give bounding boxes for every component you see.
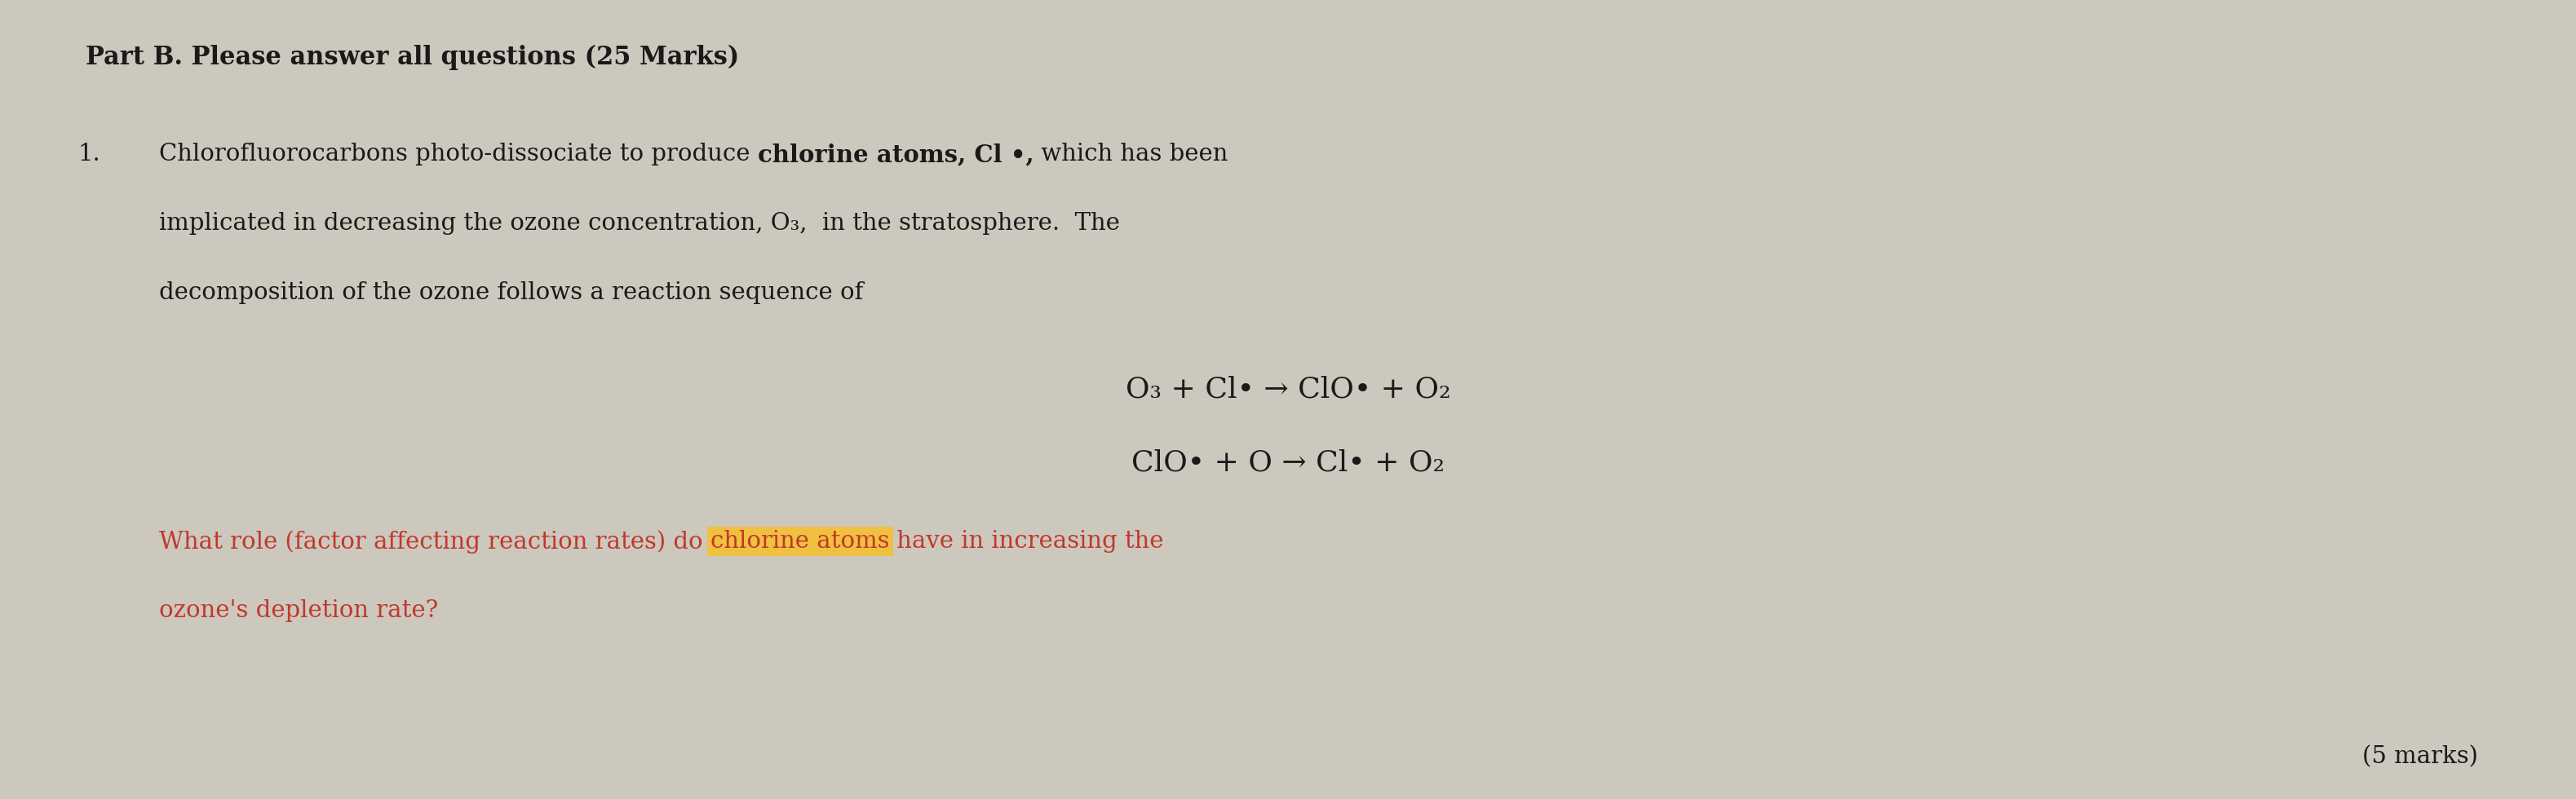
Text: which has been: which has been [1033, 143, 1229, 165]
Text: implicated in decreasing the ozone concentration, O₃,  in the stratosphere.  The: implicated in decreasing the ozone conce… [160, 212, 1121, 235]
Text: decomposition of the ozone follows a reaction sequence of: decomposition of the ozone follows a rea… [160, 281, 863, 304]
Text: ClO• + O → Cl• + O₂: ClO• + O → Cl• + O₂ [1131, 448, 1445, 476]
Text: have in increasing the: have in increasing the [889, 530, 1164, 553]
Text: chlorine atoms, Cl •,: chlorine atoms, Cl •, [757, 143, 1033, 166]
Text: Chlorofluorocarbons photo-dissociate to produce: Chlorofluorocarbons photo-dissociate to … [160, 143, 757, 165]
Text: What role (factor affecting reaction rates) do: What role (factor affecting reaction rat… [160, 530, 711, 554]
Text: Part B. Please answer all questions (25 Marks): Part B. Please answer all questions (25 … [85, 45, 739, 70]
Text: ozone's depletion rate?: ozone's depletion rate? [160, 599, 438, 622]
Text: 1.: 1. [77, 143, 100, 165]
Text: (5 marks): (5 marks) [2362, 745, 2478, 768]
Text: O₃ + Cl• → ClO• + O₂: O₃ + Cl• → ClO• + O₂ [1126, 375, 1450, 403]
Text: chlorine atoms: chlorine atoms [711, 530, 889, 553]
